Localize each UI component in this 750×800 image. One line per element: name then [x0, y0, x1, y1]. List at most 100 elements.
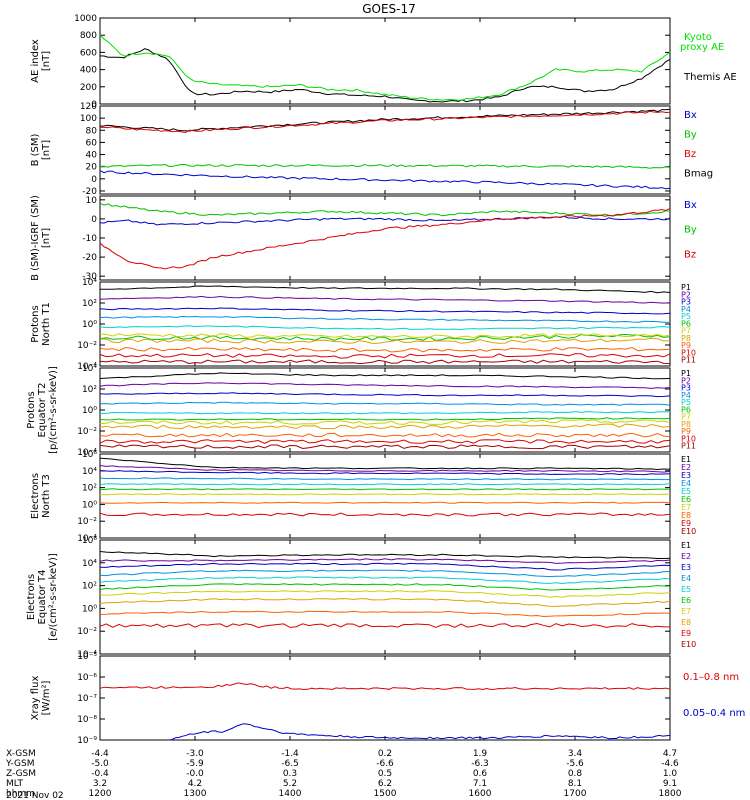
- series-line: [99, 34, 671, 101]
- series-line: [99, 337, 670, 344]
- y-tick-label: 80: [86, 126, 98, 136]
- y-axis-label: AE index: [30, 39, 41, 83]
- series-line: [99, 417, 671, 421]
- legend-label: E7: [681, 607, 691, 616]
- series-line: [99, 207, 671, 270]
- series-line: [99, 110, 671, 134]
- series-line: [99, 598, 671, 607]
- y-tick-label: -20: [82, 253, 97, 263]
- y-axis-label: B (SM)-IGRF (SM): [30, 195, 41, 281]
- legend-label: P10: [681, 434, 696, 443]
- legend-label: By: [684, 130, 697, 141]
- y-tick-label: 10⁻⁸: [77, 715, 97, 725]
- series-line: [99, 215, 671, 226]
- axis-row-value: -0.0: [186, 769, 204, 779]
- series-line: [99, 372, 671, 380]
- y-tick-label: 10⁻²: [77, 427, 97, 437]
- series-line: [99, 465, 671, 473]
- series-line: [99, 590, 671, 598]
- series-line: [99, 558, 671, 564]
- series-line: [99, 382, 671, 389]
- axis-row-value: -6.3: [471, 759, 489, 769]
- y-axis-label: [nT]: [41, 140, 52, 160]
- axis-row-value: 1400: [279, 789, 302, 799]
- y-axis-label: B (SM): [30, 133, 41, 166]
- legend-label: 0.05–0.4 nm: [683, 708, 745, 719]
- y-tick-label: 10⁰: [82, 604, 97, 614]
- axis-row-value: 1200: [89, 789, 112, 799]
- y-tick-label: 10⁻⁴: [77, 534, 97, 544]
- legend-label: E8: [681, 511, 691, 520]
- axis-row-value: -6.5: [281, 759, 299, 769]
- y-tick-label: 10⁻⁶: [77, 673, 97, 683]
- series-line: [99, 108, 671, 132]
- legend-label: P2: [681, 376, 691, 385]
- y-tick-label: 10²: [82, 484, 97, 494]
- legend-label: Kyoto: [684, 32, 712, 43]
- series-line: [99, 325, 671, 331]
- axis-row-value: -1.4: [281, 749, 299, 759]
- series-line: [99, 48, 671, 103]
- series-line: [99, 419, 671, 425]
- y-tick-label: 10: [86, 196, 98, 206]
- legend-label: E10: [681, 640, 696, 649]
- y-tick-label: 10⁻²: [77, 517, 97, 527]
- y-axis-label: [e/(cm²-s-sr-keV)]: [48, 553, 59, 641]
- y-tick-label: 10²: [82, 299, 97, 309]
- axis-row-value: -4.6: [661, 759, 679, 769]
- axis-row-value: 0.6: [473, 769, 488, 779]
- panel-frame: [99, 367, 671, 453]
- legend-label: P8: [681, 334, 691, 343]
- legend-label: E1: [681, 455, 691, 464]
- series-line: [99, 444, 671, 450]
- axis-row-value: -5.9: [186, 759, 204, 769]
- series-line: [99, 333, 671, 342]
- series-line: [99, 170, 671, 190]
- panel-frame: [99, 195, 671, 281]
- legend-label: By: [684, 225, 697, 236]
- legend-label: P7: [681, 327, 691, 336]
- y-axis-label: Protons: [26, 391, 37, 428]
- series-line: [99, 583, 671, 591]
- y-tick-label: 10⁴: [82, 467, 97, 477]
- legend-label: E6: [681, 596, 691, 605]
- legend-label: Themis AE: [683, 72, 737, 83]
- y-tick-label: 10⁻⁹: [77, 736, 97, 746]
- y-tick-label: 10⁻²: [77, 341, 97, 351]
- legend-label: P4: [681, 391, 691, 400]
- y-axis-label: [nT]: [41, 51, 52, 71]
- legend-label: Bz: [684, 149, 696, 160]
- legend-label: P6: [681, 405, 691, 414]
- y-axis-label: Equator T2: [37, 383, 48, 438]
- series-line: [99, 682, 671, 691]
- y-tick-label: 120: [80, 102, 97, 112]
- legend-label: P9: [681, 427, 691, 436]
- y-axis-label: Electrons: [30, 473, 41, 519]
- series-line: [99, 202, 671, 217]
- panel-frame: [99, 655, 671, 741]
- legend-label: E3: [681, 471, 691, 480]
- y-axis-label: [p/(cm²-s-sr-keV)]: [48, 366, 59, 454]
- series-line: [99, 551, 671, 559]
- y-tick-label: 10⁰: [82, 500, 97, 510]
- axis-row-value: 1700: [564, 789, 587, 799]
- legend-label: P1: [681, 369, 691, 378]
- axis-row-label: Y-GSM: [5, 759, 34, 769]
- series-line: [99, 423, 671, 430]
- axis-row-value: -5.0: [91, 759, 109, 769]
- legend-label: P5: [681, 398, 691, 407]
- y-axis-label: North T3: [41, 474, 52, 518]
- series-line: [99, 346, 671, 353]
- axis-row-value: 0.5: [378, 769, 392, 779]
- y-tick-label: 10⁻⁴: [77, 362, 97, 372]
- axis-row-value: 8.1: [568, 779, 582, 789]
- axis-row-value: 6.2: [378, 779, 392, 789]
- legend-label: E2: [681, 552, 691, 561]
- y-axis-label: Xray flux: [30, 676, 41, 721]
- axis-row-label: Z-GSM: [6, 769, 36, 779]
- y-tick-label: 10⁻⁴: [77, 650, 97, 660]
- series-line: [99, 610, 671, 618]
- y-tick-label: 0: [91, 215, 97, 225]
- axis-row-value: 1800: [659, 789, 682, 799]
